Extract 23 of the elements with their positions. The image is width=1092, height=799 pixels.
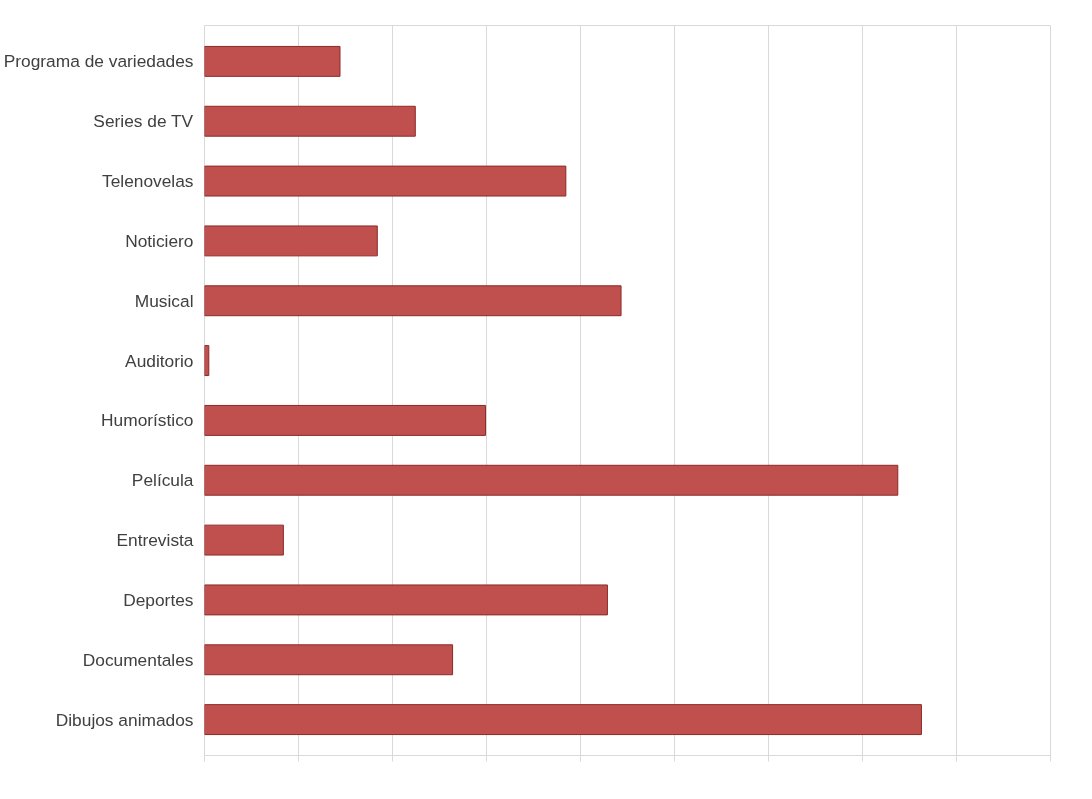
bar	[204, 165, 567, 197]
bar	[204, 404, 487, 436]
y-tick-label: Entrevista	[116, 530, 194, 551]
bar	[204, 524, 284, 556]
bar	[204, 644, 454, 676]
bar	[204, 45, 341, 77]
y-tick-label: Series de TV	[93, 111, 194, 132]
bar	[204, 285, 622, 317]
y-tick-label: Documentales	[82, 649, 194, 670]
y-tick-label: Musical	[134, 290, 194, 311]
bar	[204, 464, 899, 496]
y-tick-label: Telenovelas	[101, 171, 194, 192]
y-tick-label: Película	[131, 470, 194, 491]
y-tick-label: Auditorio	[125, 350, 194, 371]
bar	[204, 105, 416, 137]
y-tick-label: Programa de variedades	[3, 51, 194, 72]
y-tick-label: Humorístico	[101, 410, 194, 431]
bar	[204, 704, 922, 736]
y-tick-label: Deportes	[123, 589, 194, 610]
y-tick-label: Noticiero	[125, 230, 194, 251]
y-tick-label: Dibujos animados	[55, 709, 194, 730]
bar	[204, 225, 378, 257]
bar	[204, 584, 608, 616]
